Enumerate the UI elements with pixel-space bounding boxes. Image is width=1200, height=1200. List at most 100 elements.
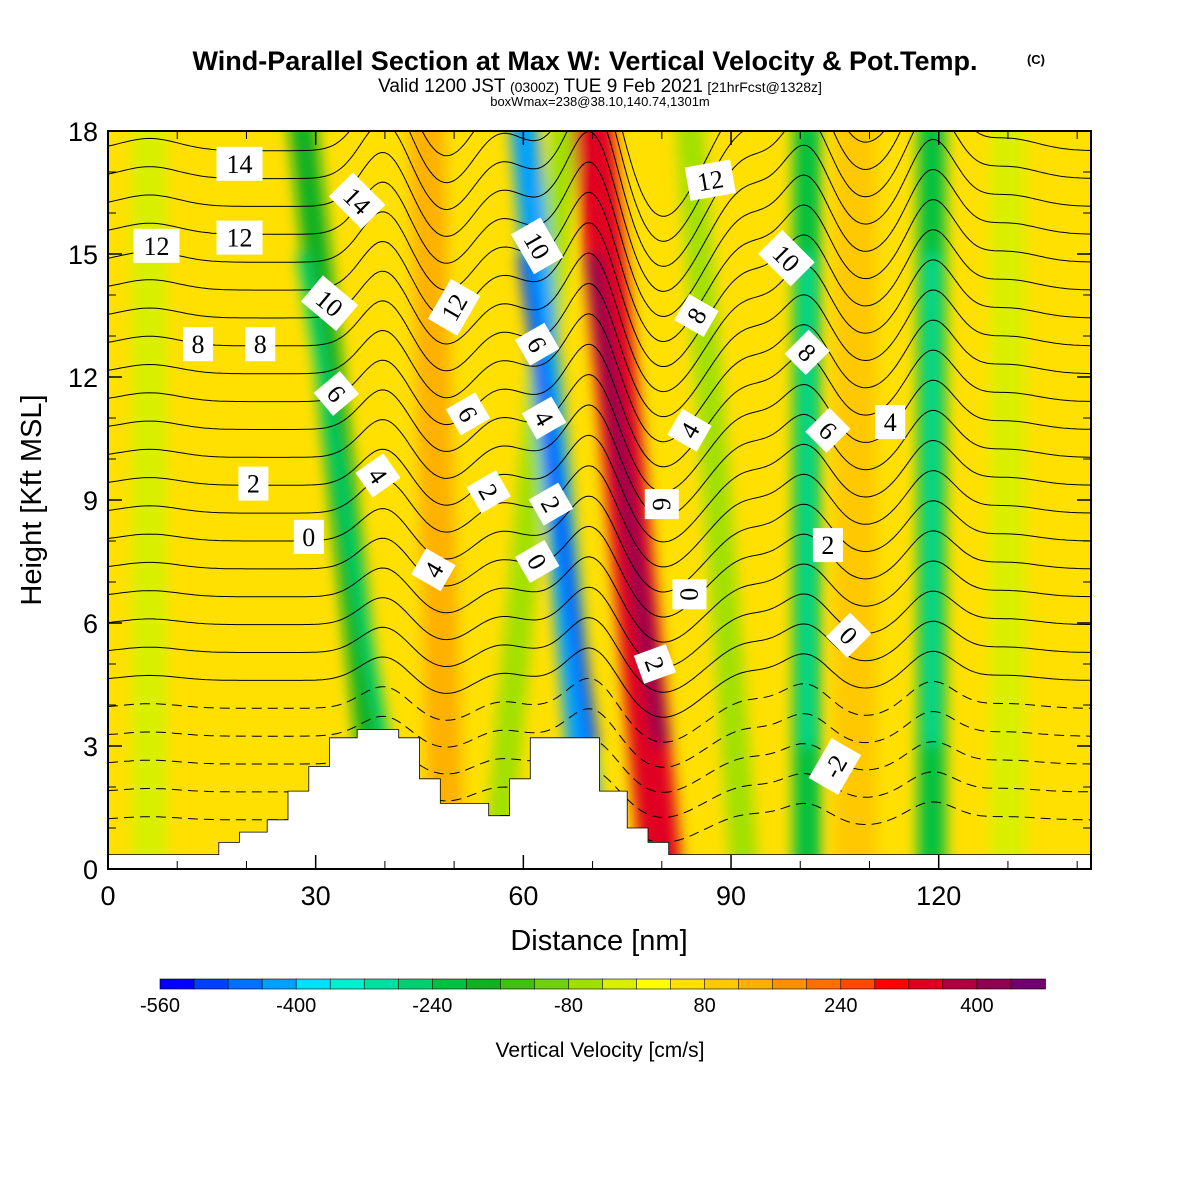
- contour-label-box: [183, 327, 213, 362]
- colorbar-swatch: [568, 978, 604, 990]
- contour-label-box: [238, 466, 269, 501]
- contour-label: 0: [293, 519, 324, 554]
- contour-label-text: 8: [254, 330, 267, 359]
- colorbar-swatch: [738, 978, 774, 990]
- y-tick-label: 3: [83, 732, 98, 762]
- colorbar-swatch: [534, 978, 570, 990]
- contour-label: 0: [826, 612, 872, 658]
- velocity-band-core: [926, 254, 938, 746]
- contour-label-box: [514, 322, 560, 366]
- contour-label-text: 14: [227, 150, 253, 179]
- colorbar-swatch: [397, 978, 434, 990]
- contour-label: -2: [808, 738, 862, 795]
- colorbar-swatch: [772, 978, 808, 990]
- contour-label: 12: [216, 220, 263, 255]
- contour-label: 10: [510, 217, 564, 275]
- y-axis-label: Height [Kft MSL]: [16, 394, 48, 605]
- velocity-band-core: [801, 254, 813, 746]
- contour-label: 4: [875, 405, 906, 440]
- contour-label-box: [514, 540, 560, 583]
- contour-label: 4: [355, 453, 401, 498]
- contour-label-box: [445, 392, 491, 436]
- colorbar-swatch: [908, 978, 944, 990]
- contour-label: 14: [216, 146, 263, 181]
- theta-contour: [108, 222, 1091, 367]
- contour-label-box: [293, 519, 324, 554]
- contour-label-box: [427, 278, 481, 336]
- contour-label-text: 12: [227, 224, 253, 253]
- contour-label: 6: [805, 407, 851, 453]
- colorbar-swatch: [432, 978, 468, 990]
- contour-label-box: [216, 146, 263, 181]
- colorbar-tick-label: -240: [412, 995, 452, 1017]
- y-tick-label: 0: [83, 855, 98, 885]
- theta-contour: [108, 556, 1091, 643]
- contour-label-box: [644, 489, 679, 520]
- velocity-band: [834, 131, 877, 869]
- colorbar-swatch: [602, 978, 638, 990]
- contour-label-box: [466, 470, 511, 514]
- contour-label-box: [633, 644, 677, 684]
- theta-contour: [108, 191, 1091, 343]
- theta-contour: [108, 525, 1091, 618]
- colorbar-tick-label: -400: [276, 995, 316, 1017]
- y-tick-label: 6: [83, 609, 98, 639]
- theta-contour: [108, 131, 1091, 267]
- valid-utc: (0300Z): [510, 79, 559, 95]
- colorbar-swatch: [363, 978, 400, 990]
- contour-label-box: [805, 407, 851, 453]
- colorbar: -560 -400 -240 -80 80 240 400: [140, 978, 1046, 1017]
- theta-contour: [108, 647, 1091, 718]
- colorbar-tick-label: -560: [140, 995, 180, 1017]
- theta-contour: [108, 404, 1091, 518]
- contour-label: 4: [667, 408, 712, 452]
- contour-label: 8: [784, 329, 830, 376]
- velocity-bands: [132, 131, 1026, 869]
- contour-label: 2: [238, 466, 269, 501]
- theta-contour: [108, 465, 1091, 568]
- contour-label: 4: [521, 396, 567, 440]
- colorbar-tick-label: -80: [554, 995, 583, 1017]
- contour-label-box: [328, 172, 386, 229]
- contour-label-box: [667, 408, 712, 452]
- contour-label: 8: [183, 327, 213, 362]
- y-axis: 0 3 6 9 12 15 18: [68, 117, 1091, 885]
- contour-label-box: [355, 453, 401, 498]
- contour-label: 12: [684, 159, 736, 201]
- contour-label-text: 8: [192, 330, 205, 359]
- theta-contour: [108, 708, 1091, 768]
- valid-date: TUE 9 Feb 2021: [563, 76, 702, 97]
- y-tick-label: 12: [68, 363, 98, 393]
- x-tick-label: 120: [916, 881, 961, 911]
- velocity-band-core: [296, 254, 391, 746]
- colorbar-swatch: [295, 978, 331, 990]
- contour-label: 8: [245, 327, 276, 362]
- theta-contour: [108, 131, 1091, 292]
- contour-label-box: [528, 482, 574, 526]
- colorbar-swatch: [840, 978, 876, 990]
- colorbar-tick-label: 80: [693, 995, 715, 1017]
- velocity-band: [990, 131, 1026, 869]
- contour-label: 2: [528, 482, 574, 526]
- y-tick-label: 15: [68, 240, 98, 270]
- colorbar-swatch: [636, 978, 672, 990]
- contour-label-box: [133, 228, 180, 263]
- valid-time-line: Valid 1200 JST (0300Z) TUE 9 Feb 2021 [2…: [378, 76, 822, 97]
- x-axis: 0 30 60 90 120: [100, 131, 1078, 911]
- contour-label: 0: [672, 579, 707, 610]
- contour-label-box: [216, 220, 263, 255]
- contour-label-box: [784, 329, 830, 376]
- box-wmax-info: boxWmax=238@38.10,140.74,1301m: [490, 94, 710, 109]
- theta-contour: [108, 768, 1091, 818]
- colorbar-swatch: [704, 978, 740, 990]
- theta-contour: [108, 586, 1091, 668]
- contour-label-box: [300, 275, 359, 332]
- x-tick-label: 60: [508, 881, 538, 911]
- contour-label-text: 12: [695, 164, 726, 197]
- theta-contour: [108, 313, 1091, 443]
- colorbar-swatch: [874, 978, 910, 990]
- theta-contour: [108, 434, 1091, 543]
- contour-label-box: [875, 405, 906, 440]
- colorbar-swatch: [500, 978, 536, 990]
- theta-contour: [108, 161, 1091, 317]
